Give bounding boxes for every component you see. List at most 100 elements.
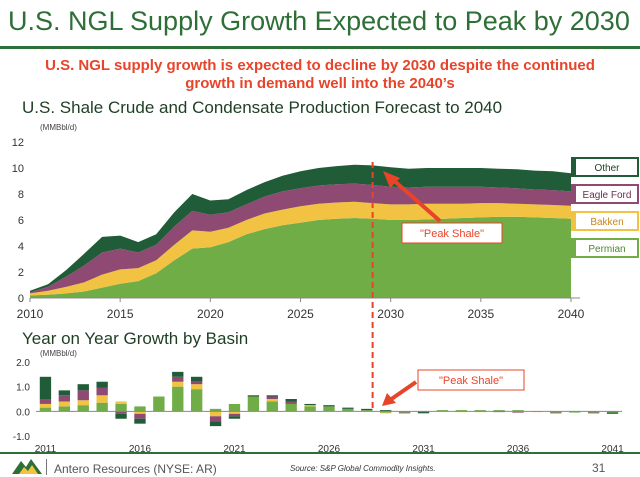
bar-other-2024 — [285, 399, 297, 402]
y-tick-label: 10 — [12, 163, 24, 175]
yoy-growth-chart: (MMBbl/d) -1.0 0.0 1.0 2.0 2011 2016 2021 2026 20… — [13, 349, 624, 454]
bar-permian-2029 — [380, 411, 392, 413]
footer-separator — [46, 459, 47, 475]
legend-swatch-eagle-ford — [572, 185, 576, 203]
bar-other-2022 — [247, 395, 260, 397]
bar-other-2011 — [39, 376, 52, 399]
bar-permian-2023 — [266, 401, 278, 412]
bar-other-2041 — [606, 412, 619, 414]
bar-bakken-2018 — [172, 381, 184, 387]
y-tick-label: 12 — [12, 137, 24, 149]
bar-other-2013 — [77, 384, 89, 391]
bar-permian-2022 — [247, 396, 260, 412]
y-tick-label: 2 — [18, 267, 24, 279]
bar-eagle-ford-2024 — [285, 401, 297, 404]
bar-other-2016 — [134, 418, 146, 424]
x-tick-label: 2030 — [377, 307, 404, 321]
bar-permian-2024 — [285, 403, 297, 412]
bar-eagle-ford-2019 — [191, 381, 203, 385]
x-tick-label: 2035 — [467, 307, 494, 321]
bar-bakken-2019 — [191, 384, 203, 390]
y-tick-label: 2.0 — [16, 358, 30, 369]
x-tick-label: 2026 — [318, 444, 341, 454]
bar-eagle-ford-2016 — [134, 413, 146, 419]
bar-eagle-ford-2011 — [39, 399, 52, 404]
bar-other-2014 — [96, 381, 108, 388]
legend-label-permian: Permian — [588, 244, 625, 255]
y-tick-label: 1.0 — [16, 383, 30, 394]
bar-bakken-2012 — [58, 401, 71, 407]
bar-permian-2018 — [172, 386, 184, 412]
bar-bakken-2023 — [266, 399, 278, 402]
bar-other-2019 — [191, 376, 203, 382]
antero-logo-icon — [12, 459, 42, 474]
y-tick-label: 0 — [18, 293, 24, 305]
bar-eagle-ford-2040 — [587, 412, 600, 414]
bar-bakken-2014 — [96, 395, 108, 403]
area-bakken — [30, 201, 571, 296]
bar-other-2031 — [417, 412, 430, 414]
legend-label-eagle-ford: Eagle Ford — [583, 190, 632, 201]
bar-eagle-ford-2013 — [77, 390, 89, 401]
x-tick-label: 2015 — [107, 307, 134, 321]
x-tick-label: 2021 — [223, 444, 246, 454]
bar-permian-2014 — [96, 402, 108, 412]
y-tick-label: 0.0 — [16, 407, 30, 418]
x-tick-label: 2016 — [129, 444, 152, 454]
bar-other-2025 — [304, 403, 316, 406]
x-tick-label: 2036 — [507, 444, 530, 454]
production-forecast-chart: 0 2 4 6 8 10 12 (MMBbl/d) 2010 2015 2020 2025 2030 20… — [12, 123, 639, 321]
x-tick-label: 2040 — [558, 307, 585, 321]
bar-permian-2034 — [474, 410, 486, 412]
y-tick-label: 4 — [18, 241, 24, 253]
bar-permian-2017 — [153, 396, 165, 412]
page-title: U.S. NGL Supply Growth Expected to Peak … — [8, 6, 630, 36]
x-tick-label: 2041 — [601, 444, 624, 454]
bar-permian-2040 — [587, 411, 600, 413]
bar-eagle-ford-2023 — [266, 396, 278, 399]
chart1-title: U.S. Shale Crude and Condensate Producti… — [22, 98, 503, 117]
bar-eagle-ford-2030 — [398, 412, 411, 414]
area-other — [30, 164, 571, 293]
bar-other-2018 — [172, 371, 184, 377]
x-tick-label: 2010 — [17, 307, 44, 321]
bar-permian-2025 — [304, 406, 316, 412]
bar-other-2027 — [342, 407, 354, 409]
x-tick-label: 2011 — [35, 444, 57, 454]
bar-eagle-ford-2038 — [550, 412, 562, 414]
bar-eagle-ford-2018 — [172, 376, 184, 382]
bar-bakken-2016 — [134, 411, 146, 414]
legend-swatch-permian — [572, 239, 576, 257]
bar-eagle-ford-2012 — [58, 395, 71, 402]
subtitle-line-2: growth in demand well into the 2040’s — [185, 75, 455, 92]
bar-other-2012 — [58, 390, 71, 396]
bar-permian-2035 — [493, 410, 505, 412]
bar-permian-2041 — [606, 411, 619, 413]
bar-permian-2013 — [77, 405, 89, 412]
legend-label-bakken: Bakken — [590, 217, 623, 228]
company-name: Antero Resources (NYSE: AR) — [54, 462, 217, 476]
bar-permian-2036 — [512, 410, 524, 412]
bar-bakken-2029 — [380, 412, 392, 414]
bar-other-2029 — [380, 410, 392, 412]
source-note: Source: S&P Global Commodity Insights. — [290, 464, 436, 473]
footer-divider — [0, 452, 640, 454]
bar-eagle-ford-2021 — [228, 413, 241, 417]
bar-other-2020 — [209, 421, 222, 427]
y-tick-label: 6 — [18, 215, 24, 227]
legend-label-other: Other — [594, 163, 620, 174]
bar-other-2023 — [266, 395, 278, 397]
subtitle: U.S. NGL supply growth is expected to de… — [20, 57, 620, 93]
bar-permian-2015 — [115, 403, 127, 412]
legend-swatch-bakken — [572, 212, 576, 230]
bar-bakken-2015 — [115, 401, 127, 404]
bar-bakken-2025 — [304, 405, 316, 407]
area-eagle-ford — [30, 183, 571, 294]
bar-permian-2019 — [191, 389, 203, 412]
bar-eagle-ford-2020 — [209, 416, 222, 422]
bar-permian-2020 — [209, 408, 222, 412]
y-tick-label: -1.0 — [13, 432, 31, 443]
y-axis-unit: (MMBbl/d) — [40, 123, 77, 132]
chart2-title: Year on Year Growth by Basin — [22, 329, 249, 348]
subtitle-line-1: U.S. NGL supply growth is expected to de… — [45, 57, 595, 74]
